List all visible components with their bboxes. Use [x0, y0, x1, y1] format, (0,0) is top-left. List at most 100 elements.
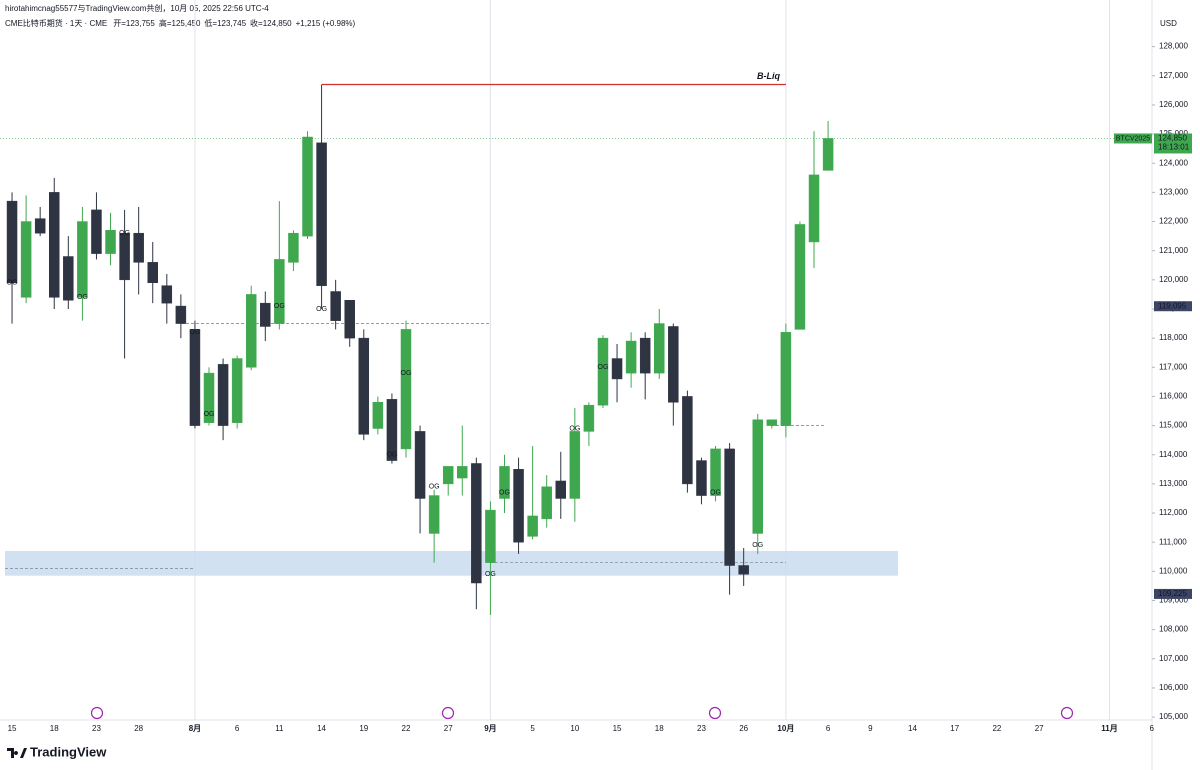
logo-mark [7, 748, 27, 758]
annotation-label: B-Liq [757, 71, 780, 81]
x-tick-label: 5 [530, 724, 535, 733]
og-label: OG [7, 280, 18, 287]
y-tick-label: 111,000 [1159, 537, 1187, 546]
candle-body [541, 486, 552, 520]
y-tick-label: 114,000 [1159, 450, 1188, 459]
x-tick-label: 27 [444, 724, 453, 733]
y-tick-label: 122,000 [1159, 217, 1188, 226]
candle-body [766, 419, 778, 426]
candle-body [245, 294, 257, 368]
y-tick-label: 105,000 [1159, 712, 1188, 721]
y-tick-label: 115,000 [1159, 421, 1188, 430]
x-tick-label: 9月 [484, 724, 496, 733]
candle-body [780, 332, 792, 426]
ohlc-value: 124,850 [263, 19, 292, 28]
candle-body [91, 209, 102, 254]
candle-body [147, 262, 158, 284]
candle-body [414, 431, 426, 499]
credit: hirotahimcnag55577与TradingView.com共创，10月… [5, 3, 269, 13]
og-label: OG [274, 303, 285, 310]
candle-body [710, 448, 721, 496]
candle-body [316, 142, 327, 286]
ohlc-value: 123,755 [126, 19, 155, 28]
x-tick-label: 22 [992, 724, 1001, 733]
candle-body [668, 326, 679, 403]
candle-body [555, 480, 567, 499]
event-icon[interactable] [90, 706, 104, 720]
x-tick-label: 14 [317, 724, 326, 733]
ohlc-value: 123,745 [217, 19, 246, 28]
candle-body [302, 136, 313, 237]
candle-body [611, 358, 623, 380]
candle-body [48, 192, 60, 298]
candle-body [372, 402, 384, 429]
candle-body [639, 337, 651, 374]
y-tick-label: 121,000 [1159, 246, 1188, 255]
x-tick-label: 8月 [189, 724, 201, 733]
liquidity-zone [5, 550, 898, 576]
y-tick-label: 110,000 [1159, 566, 1188, 575]
event-icon[interactable] [441, 706, 455, 720]
og-label: OG [386, 452, 397, 459]
candle-body [654, 323, 665, 374]
candle-body [738, 565, 749, 575]
y-tick-label: 117,000 [1159, 362, 1188, 371]
y-tick-label: 107,000 [1159, 654, 1188, 663]
candle-body [752, 419, 763, 534]
candle-body [358, 337, 370, 435]
og-label: OG [316, 306, 327, 313]
ohlc-label: 开= [113, 19, 126, 28]
candle-body [288, 232, 299, 263]
x-tick-label: 11月 [1101, 724, 1117, 733]
candle-body [471, 463, 482, 584]
candle-body [569, 431, 581, 499]
candle-body [386, 399, 398, 461]
symbol-tag [1114, 133, 1152, 144]
event-icon[interactable] [708, 706, 722, 720]
candle-body [344, 299, 355, 339]
countdown-label: 18:13:01 [1158, 143, 1190, 152]
og-label: OG [752, 542, 763, 549]
candle-body [597, 337, 609, 406]
event-icons [90, 706, 1074, 720]
candle-body [260, 302, 271, 327]
candle-body [400, 329, 412, 450]
logo: TradingView [7, 744, 107, 759]
og-label: OG [598, 364, 609, 371]
last-price-tag [1154, 133, 1192, 154]
candle-body [822, 138, 834, 171]
y-tick-label: 128,000 [1159, 42, 1188, 51]
og-label: OG [569, 425, 580, 432]
x-tick-label: 6 [826, 724, 831, 733]
y-tick-label: 118,000 [1159, 333, 1188, 342]
ohlc-label: 收= [250, 18, 263, 28]
y-tick-label: 113,000 [1159, 479, 1188, 488]
y-tick-label: 112,000 [1159, 508, 1188, 517]
candle-body [794, 224, 806, 330]
y-tick-label: 127,000 [1159, 71, 1188, 80]
candle-body [20, 221, 32, 298]
og-label: OG [189, 329, 200, 336]
y-tick-label: 116,000 [1159, 392, 1188, 401]
og-label: OG [485, 571, 496, 578]
candle-body [485, 509, 496, 563]
candle-body [499, 466, 510, 499]
og-label: OG [401, 370, 412, 377]
candle-body [105, 230, 116, 254]
event-icon[interactable] [1060, 706, 1074, 720]
og-label: OG [710, 489, 721, 496]
candle-body [175, 305, 187, 324]
candle-body [682, 396, 693, 485]
candle-body [457, 466, 468, 479]
x-tick-label: 19 [359, 724, 368, 733]
x-tick-label: 27 [1035, 724, 1044, 733]
x-tick-label: 10 [570, 724, 579, 733]
candle-body [203, 372, 215, 423]
last-price-label: 124,850 [1158, 134, 1187, 143]
y-tick-label: 126,000 [1159, 100, 1188, 109]
y-tick-label: 120,000 [1159, 275, 1188, 284]
price-tag [1154, 588, 1192, 599]
brand: TradingView [30, 744, 107, 759]
y-tick-label: 123,000 [1159, 187, 1188, 196]
